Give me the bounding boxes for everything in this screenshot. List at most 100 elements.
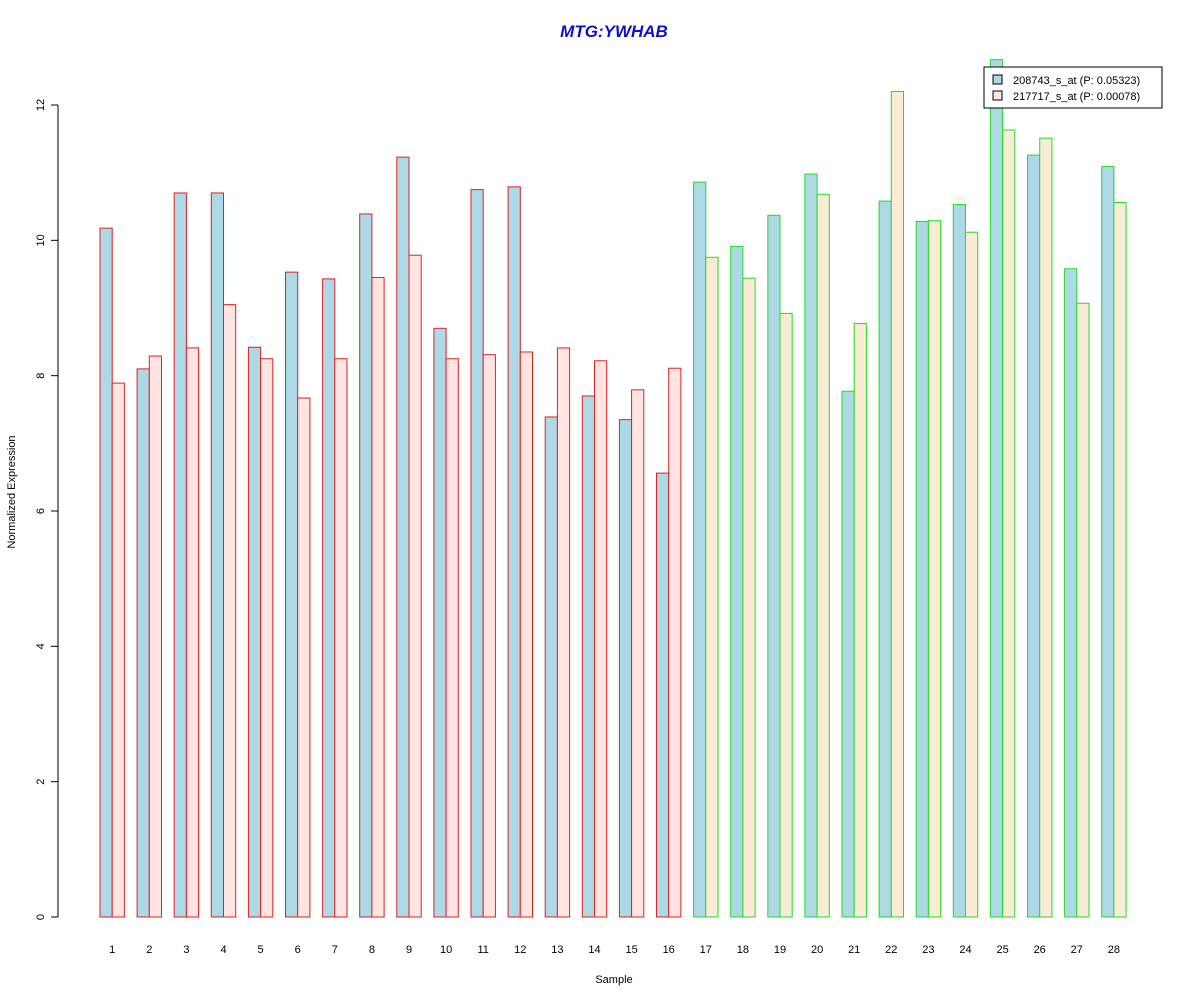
bar-series2-sample-24	[965, 231, 979, 918]
bar-series1-sample-5	[247, 346, 262, 918]
bar-series1-sample-6	[285, 271, 299, 918]
bar-series2-sample-16	[668, 367, 682, 918]
x-tick-label: 22	[885, 944, 897, 956]
bar-series2-sample-3	[185, 347, 200, 918]
y-tick-label: 6	[35, 508, 47, 514]
x-tick-label: 15	[625, 944, 637, 956]
x-axis-label: Sample	[595, 974, 632, 986]
x-tick-label: 26	[1034, 944, 1046, 956]
bar-series1-sample-21	[841, 390, 855, 918]
x-tick-label: 2	[146, 944, 152, 956]
x-tick-label: 17	[700, 944, 712, 956]
bar-series1-sample-18	[730, 245, 744, 918]
bar-series1-sample-10	[433, 327, 447, 918]
bar-series1-sample-26	[1027, 154, 1041, 918]
x-tick-label: 7	[332, 944, 338, 956]
bar-series2-sample-6	[297, 397, 311, 918]
bars-group	[99, 59, 1127, 918]
bar-series1-sample-17	[693, 181, 707, 918]
x-tick-label: 9	[406, 944, 412, 956]
bar-series2-sample-25	[1002, 129, 1016, 918]
bar-series2-sample-26	[1039, 137, 1053, 918]
bar-series2-sample-5	[260, 358, 274, 918]
bar-series2-sample-18	[742, 277, 756, 918]
bar-series1-sample-4	[210, 192, 225, 918]
bar-series2-sample-12	[519, 351, 533, 918]
x-tick-label: 24	[959, 944, 971, 956]
bar-series2-sample-28	[1113, 201, 1127, 918]
bar-series1-sample-2	[136, 368, 150, 918]
x-tick-label: 20	[811, 944, 823, 956]
x-tick-label: 10	[440, 944, 452, 956]
x-tick-label: 28	[1108, 944, 1120, 956]
legend-box	[983, 66, 1163, 109]
x-tick-label: 4	[220, 944, 226, 956]
bar-series1-sample-3	[173, 192, 187, 918]
y-tick-label: 8	[35, 373, 47, 379]
x-tick-label: 19	[774, 944, 786, 956]
bar-series1-sample-27	[1064, 268, 1078, 918]
x-tick-label: 23	[922, 944, 934, 956]
bar-series1-sample-12	[507, 186, 521, 918]
legend-swatch-1	[992, 74, 1003, 85]
x-tick-label: 6	[295, 944, 301, 956]
bar-series2-sample-27	[1076, 302, 1090, 918]
bar-series1-sample-23	[915, 220, 929, 918]
x-tick-label: 25	[996, 944, 1008, 956]
x-tick-label: 27	[1071, 944, 1083, 956]
bar-series1-sample-24	[952, 203, 966, 918]
bar-series2-sample-23	[927, 220, 942, 918]
x-tick-label: 8	[369, 944, 375, 956]
bar-series1-sample-11	[470, 189, 484, 918]
bar-series1-sample-20	[804, 173, 818, 918]
x-tick-label: 16	[663, 944, 675, 956]
bar-series2-sample-13	[556, 347, 571, 918]
bar-series2-sample-4	[223, 304, 237, 918]
bar-series2-sample-20	[816, 193, 830, 918]
bar-series1-sample-19	[767, 214, 781, 918]
x-tick-label: 1	[109, 944, 115, 956]
bar-series2-sample-1	[111, 382, 125, 918]
legend-swatch-2	[992, 90, 1003, 101]
bar-series2-sample-14	[594, 360, 608, 918]
y-tick-label: 0	[35, 914, 47, 920]
bar-series1-sample-16	[656, 472, 670, 918]
bar-series1-sample-22	[878, 200, 892, 918]
bar-series2-sample-10	[445, 358, 459, 918]
x-tick-label: 13	[551, 944, 563, 956]
legend-label-2: 217717_s_at (P: 0.00078)	[1013, 91, 1140, 103]
bar-series2-sample-8	[371, 277, 385, 918]
y-tick-label: 4	[35, 643, 47, 649]
bar-series2-sample-7	[334, 358, 348, 918]
bar-series1-sample-9	[396, 156, 410, 918]
x-tick-label: 18	[737, 944, 749, 956]
bar-series1-sample-28	[1101, 166, 1115, 918]
bar-series2-sample-15	[631, 389, 645, 918]
bar-series1-sample-13	[544, 416, 558, 918]
x-tick-label: 5	[258, 944, 264, 956]
bar-series1-sample-7	[322, 278, 336, 918]
y-tick-label: 2	[35, 779, 47, 785]
x-tick-label: 3	[183, 944, 189, 956]
bar-series2-sample-17	[705, 256, 719, 918]
y-tick-label: 10	[35, 234, 47, 246]
bar-series2-sample-22	[890, 90, 904, 918]
x-tick-label: 11	[477, 944, 488, 956]
chart-title: MTG:YWHAB	[560, 22, 668, 41]
y-axis-label: Normalized Expression	[6, 435, 18, 548]
bar-series1-sample-15	[618, 419, 633, 918]
bar-series2-sample-11	[482, 354, 496, 918]
bar-series2-sample-21	[853, 323, 867, 918]
bar-series2-sample-19	[779, 312, 793, 918]
legend-label-1: 208743_s_at (P: 0.05323)	[1013, 75, 1140, 87]
x-tick-label: 12	[514, 944, 526, 956]
bar-series1-sample-1	[99, 227, 113, 918]
bar-series1-sample-8	[359, 213, 373, 918]
x-tick-labels: 1 2 3 4 5 6 7 8 9 10 11 12 13 14 15 16 17 18 19 20 21 22 23 24 2…	[109, 944, 1120, 956]
bar-series2-sample-9	[408, 254, 422, 918]
legend: 208743_s_at (P: 0.05323) 217717_s_at (P:…	[983, 66, 1163, 109]
bar-series1-sample-14	[581, 395, 595, 918]
x-tick-label: 14	[588, 944, 600, 956]
bar-series1-sample-25	[989, 59, 1004, 918]
